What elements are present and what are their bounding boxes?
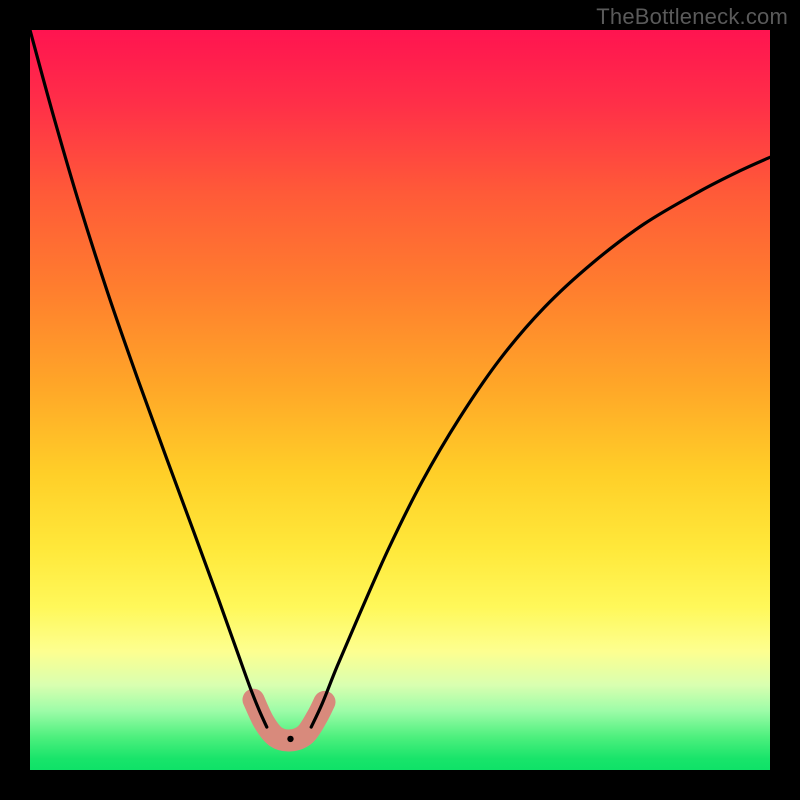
curve-layer — [30, 30, 770, 770]
curve-left — [30, 30, 267, 727]
watermark-text: TheBottleneck.com — [596, 4, 788, 30]
plot-area — [30, 30, 770, 770]
valley-dot — [287, 736, 293, 742]
curve-right — [311, 157, 770, 727]
